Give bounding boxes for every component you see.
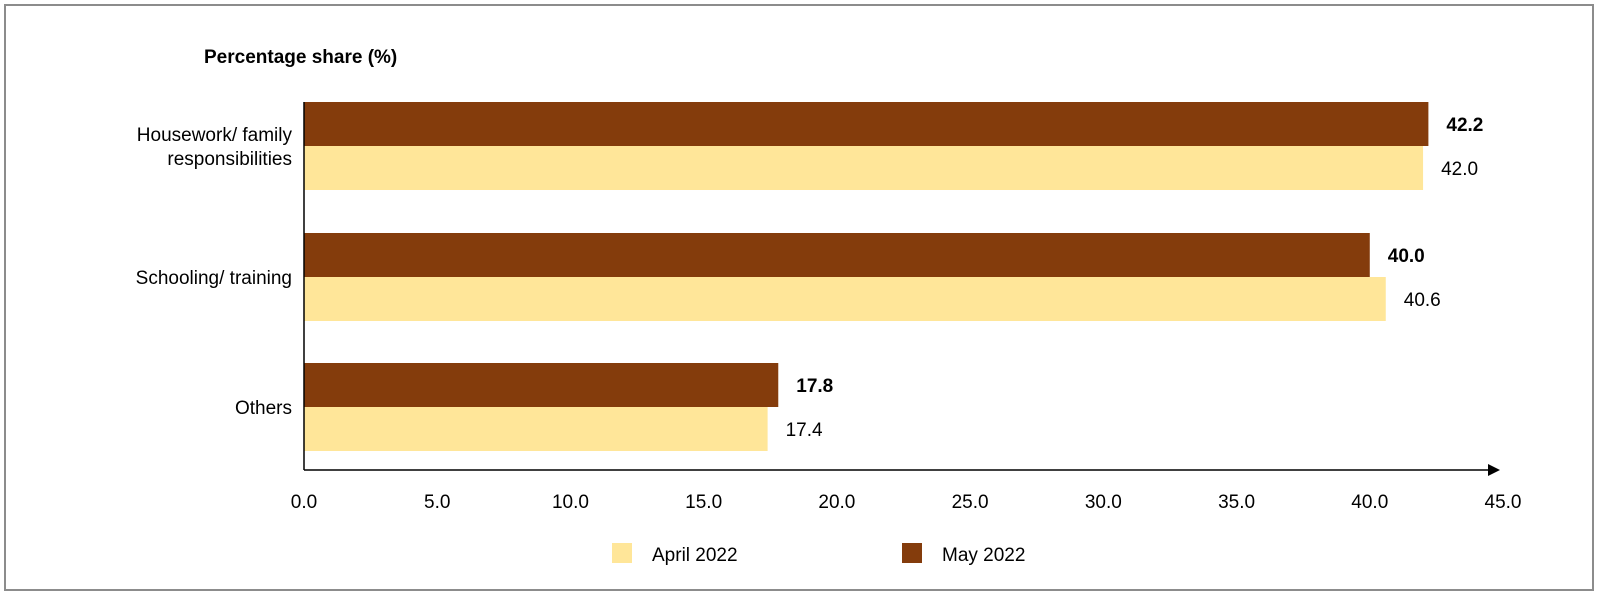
category-label-line: Schooling/ training — [136, 268, 292, 289]
category-label-line: Housework/ family — [137, 125, 293, 146]
x-tick-label: 20.0 — [818, 492, 855, 513]
chart-title: Percentage share (%) — [204, 47, 397, 68]
legend-label: May 2022 — [942, 545, 1025, 566]
bar-april-0 — [304, 146, 1424, 190]
legend-swatch — [902, 543, 922, 563]
x-tick-label: 30.0 — [1085, 492, 1122, 513]
x-tick-label: 35.0 — [1218, 492, 1255, 513]
legend-swatch — [612, 543, 632, 563]
x-tick-label: 25.0 — [952, 492, 989, 513]
category-label-line: Others — [235, 398, 292, 419]
category-label: Others — [235, 398, 292, 419]
bar-april-2 — [304, 407, 768, 451]
data-label: 42.0 — [1441, 159, 1478, 180]
bar-april-1 — [304, 277, 1386, 321]
x-tick-label: 10.0 — [552, 492, 589, 513]
x-tick-label: 15.0 — [685, 492, 722, 513]
legend-label: April 2022 — [652, 545, 738, 566]
category-label-line: responsibilities — [167, 149, 292, 170]
category-label: Schooling/ training — [136, 268, 292, 289]
category-label: Housework/ family responsibilities — [137, 125, 293, 170]
data-label: 17.8 — [796, 376, 833, 397]
data-label: 42.2 — [1446, 115, 1483, 136]
bar-may-0 — [304, 102, 1429, 146]
bar-may-2 — [304, 363, 779, 407]
data-label: 17.4 — [786, 420, 823, 441]
x-tick-label: 40.0 — [1351, 492, 1388, 513]
x-axis-arrow-icon — [1488, 464, 1500, 476]
bar-may-1 — [304, 233, 1370, 277]
x-tick-label: 0.0 — [291, 492, 317, 513]
data-label: 40.0 — [1388, 246, 1425, 267]
data-label: 40.6 — [1404, 290, 1441, 311]
x-tick-label: 45.0 — [1485, 492, 1522, 513]
x-tick-label: 5.0 — [424, 492, 450, 513]
